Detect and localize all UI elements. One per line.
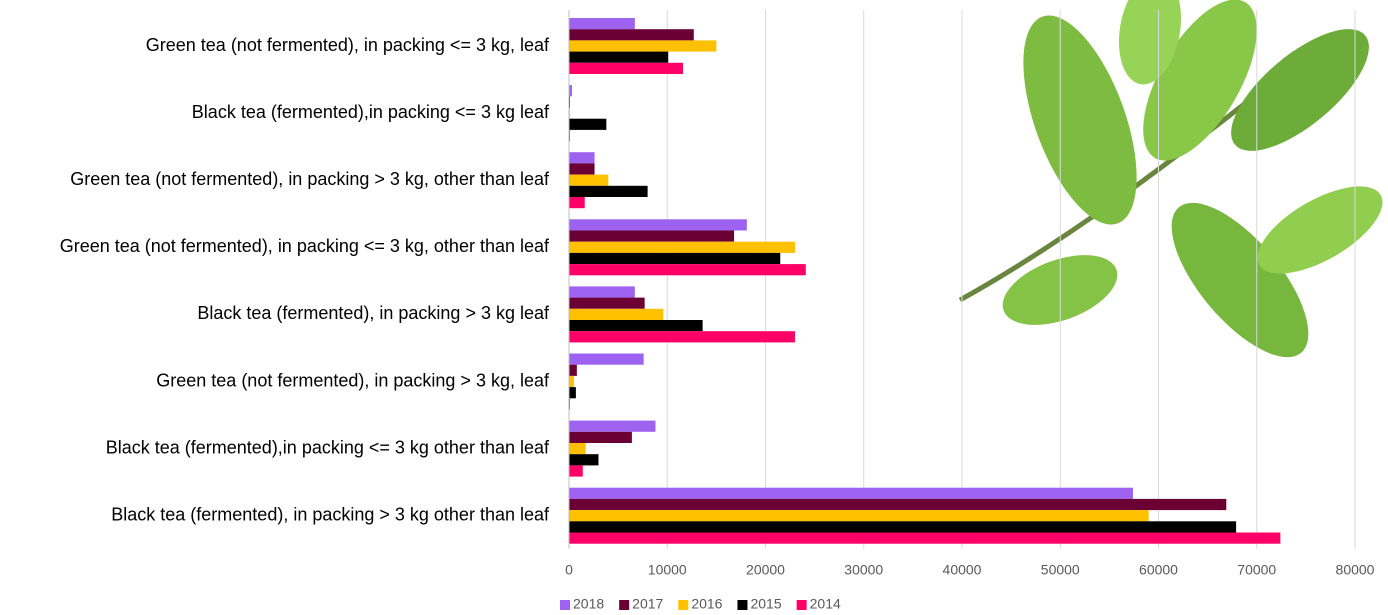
bar xyxy=(569,118,607,130)
x-tick-label: 80000 xyxy=(1336,562,1375,578)
legend-label: 2014 xyxy=(810,596,841,612)
bar xyxy=(569,40,717,52)
bar xyxy=(569,29,694,41)
bar xyxy=(569,252,781,265)
bar xyxy=(569,498,1227,511)
legend-label: 2016 xyxy=(691,596,722,612)
category-label: Green tea (not fermented), in packing <=… xyxy=(60,236,550,256)
category-label: Green tea (not fermented), in packing > … xyxy=(156,370,550,390)
x-tick-label: 30000 xyxy=(844,562,883,578)
bar xyxy=(569,85,572,97)
x-tick-label: 20000 xyxy=(746,562,785,578)
bar xyxy=(569,197,585,209)
bar xyxy=(569,18,635,30)
category-label: Black tea (fermented),in packing <= 3 kg… xyxy=(192,102,550,122)
legend-label: 2018 xyxy=(573,596,604,612)
bar xyxy=(569,51,669,63)
bar xyxy=(569,185,648,197)
legend-swatch xyxy=(560,600,570,610)
bar xyxy=(569,62,683,74)
bar xyxy=(569,320,703,332)
legend-swatch xyxy=(619,600,630,610)
x-tick-label: 10000 xyxy=(648,562,687,578)
bar xyxy=(569,454,599,466)
bar xyxy=(569,308,664,320)
bar xyxy=(569,487,1133,499)
bar xyxy=(569,465,583,477)
bar xyxy=(569,420,656,432)
bar xyxy=(569,353,644,365)
bar xyxy=(569,286,635,298)
category-label: Green tea (not fermented), in packing <=… xyxy=(146,35,550,55)
bar xyxy=(569,431,632,443)
bar xyxy=(569,297,645,309)
x-tick-label: 40000 xyxy=(943,562,982,578)
grid xyxy=(568,10,1356,549)
x-tick-label: 70000 xyxy=(1237,562,1276,578)
x-tick-label: 60000 xyxy=(1139,562,1178,578)
bar xyxy=(569,532,1281,544)
legend-label: 2017 xyxy=(632,596,663,612)
bar xyxy=(569,375,574,388)
bar xyxy=(569,510,1149,522)
x-tick-label: 0 xyxy=(565,562,573,578)
legend-label: 2015 xyxy=(750,596,781,612)
bar xyxy=(569,174,609,186)
bar xyxy=(569,152,595,164)
tea-leaves-decoration xyxy=(958,0,1383,358)
bar xyxy=(569,331,795,343)
legend-swatch xyxy=(678,600,689,610)
bar xyxy=(569,264,806,276)
category-label: Black tea (fermented),in packing <= 3 kg… xyxy=(106,437,550,457)
bar xyxy=(569,163,595,175)
category-label: Black tea (fermented), in packing > 3 kg… xyxy=(111,504,550,524)
x-tick-label: 50000 xyxy=(1041,562,1080,578)
bar xyxy=(569,230,735,242)
bar xyxy=(569,219,747,231)
legend-swatch xyxy=(737,600,748,610)
legend-swatch xyxy=(796,600,807,610)
bar xyxy=(569,364,577,376)
category-label: Green tea (not fermented), in packing > … xyxy=(70,169,550,189)
category-label: Black tea (fermented), in packing > 3 kg… xyxy=(197,303,550,323)
bar xyxy=(569,521,1237,533)
bar xyxy=(569,443,586,455)
legend: 2018 2017 2016 2015 2014 xyxy=(560,596,841,612)
bar xyxy=(569,241,795,253)
bar xyxy=(569,387,576,399)
